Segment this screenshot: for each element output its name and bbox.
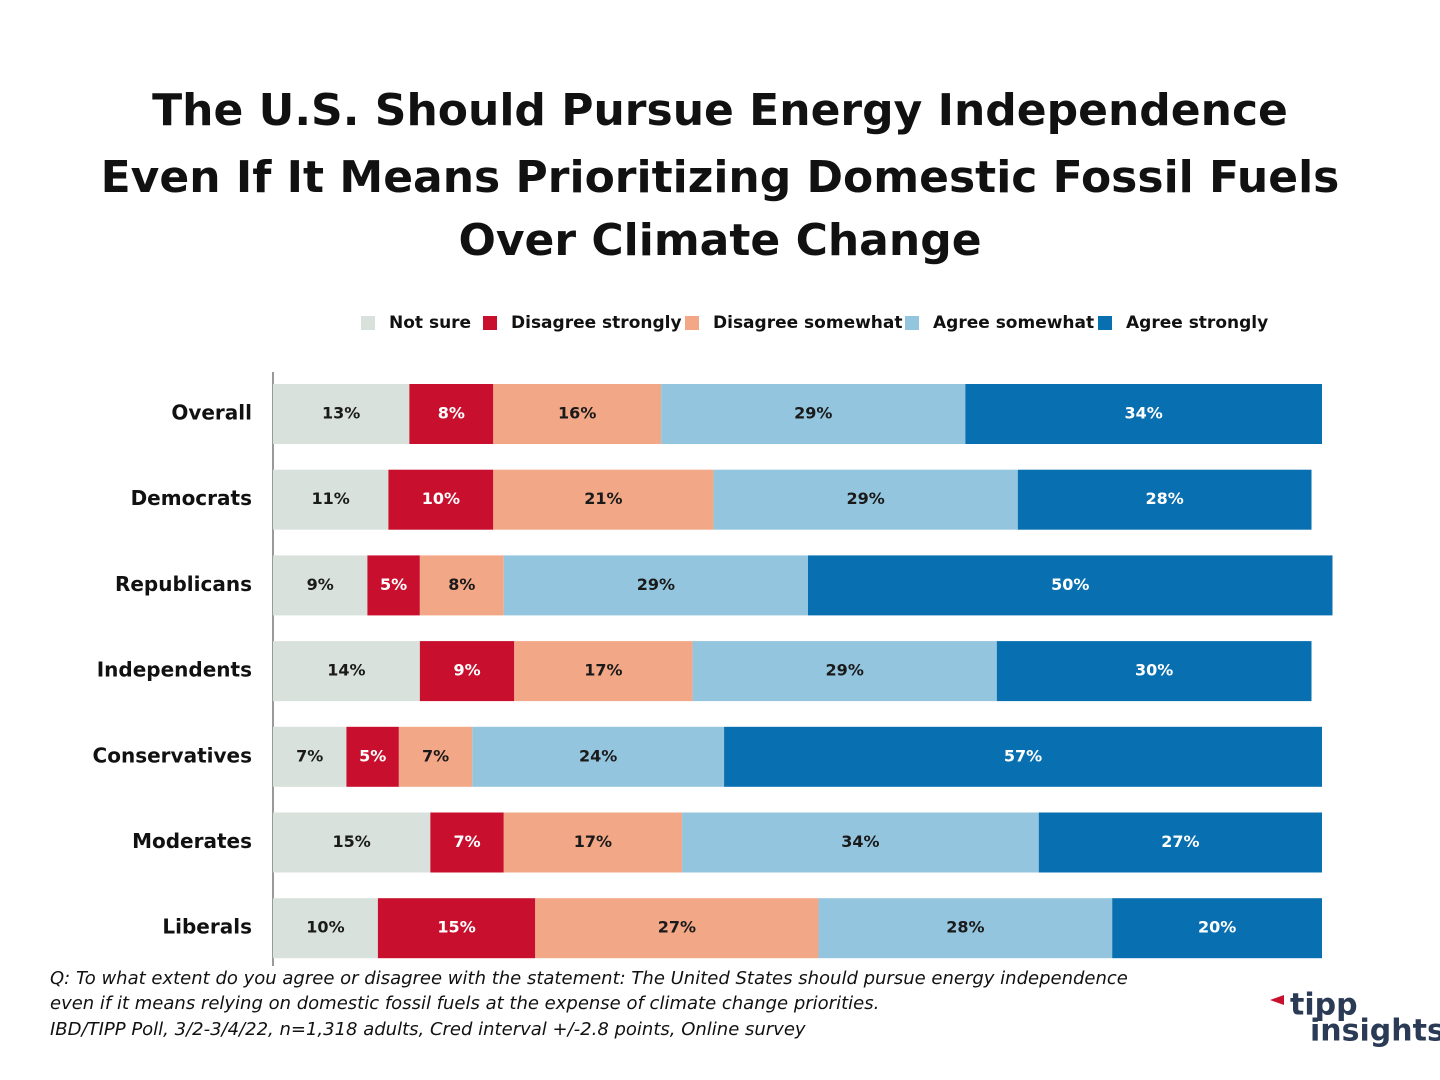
data-label: 17% [584, 661, 622, 680]
bar-segment [273, 726, 347, 787]
data-label: 13% [322, 404, 360, 423]
bar-segment [398, 726, 473, 787]
data-label: 15% [333, 832, 371, 851]
footnote: even if it means relying on domestic fos… [50, 993, 879, 1014]
data-label: 20% [1198, 918, 1236, 937]
y-tick-label: Republicans [115, 572, 252, 596]
y-tick-label: Overall [171, 401, 252, 425]
data-label: 5% [359, 746, 386, 765]
data-label: 28% [1146, 489, 1184, 508]
data-label: 29% [847, 489, 885, 508]
bar-segment [409, 384, 494, 444]
bar-segment [419, 555, 504, 616]
chart-title: Over Climate Change [458, 215, 981, 266]
legend-swatch [483, 316, 497, 330]
footnote: IBD/TIPP Poll, 3/2-3/4/22, n=1,318 adult… [50, 1019, 806, 1040]
footnote: Q: To what extent do you agree or disagr… [50, 968, 1128, 989]
data-label: 29% [637, 575, 675, 594]
data-label: 14% [327, 661, 365, 680]
data-label: 57% [1004, 746, 1042, 765]
data-label: 27% [1161, 832, 1199, 851]
logo: tipp insights [1270, 988, 1440, 1049]
data-label: 50% [1051, 575, 1089, 594]
data-label: 30% [1135, 661, 1173, 680]
data-label: 28% [946, 918, 984, 937]
data-label: 7% [422, 746, 449, 765]
bar-segment [367, 555, 420, 616]
data-label: 16% [558, 404, 596, 423]
data-label: 9% [453, 661, 480, 680]
legend-swatch [905, 316, 919, 330]
bar-segment [503, 812, 683, 873]
data-label: 24% [579, 746, 617, 765]
bar-segment [430, 812, 504, 873]
bar-segment [1017, 469, 1312, 530]
bar-segment [514, 641, 693, 702]
bar-segment [996, 641, 1312, 702]
logo-icon [1270, 995, 1284, 1005]
bar-segment [493, 384, 662, 444]
legend-swatch [361, 316, 375, 330]
data-label: 7% [296, 746, 323, 765]
bar-segment [818, 898, 1113, 959]
data-label: 27% [658, 918, 696, 937]
legend-label: Agree strongly [1126, 313, 1268, 333]
bar-segment [419, 641, 515, 702]
legend-label: Disagree strongly [511, 313, 682, 333]
data-label: 8% [448, 575, 475, 594]
bar-segment [493, 469, 714, 530]
bar-segment [661, 384, 966, 444]
data-label: 10% [306, 918, 344, 937]
bar-segment [273, 812, 431, 873]
data-label: 8% [438, 404, 465, 423]
bar-segment [377, 898, 536, 959]
data-label: 9% [307, 575, 334, 594]
bar-segment [273, 898, 378, 959]
logo-text: insights [1310, 1014, 1440, 1049]
y-tick-label: Moderates [132, 829, 252, 853]
bar-segment [346, 726, 399, 787]
legend-label: Agree somewhat [933, 313, 1094, 333]
legend-label: Disagree somewhat [713, 313, 903, 333]
bar-segment [273, 641, 420, 702]
data-label: 15% [437, 918, 475, 937]
bar-segment [273, 555, 368, 616]
chart-title: Even If It Means Prioritizing Domestic F… [101, 152, 1340, 203]
bar-segment [1038, 812, 1322, 873]
bar-segment [965, 384, 1322, 444]
y-tick-label: Independents [97, 658, 252, 682]
chart-title: The U.S. Should Pursue Energy Independen… [152, 85, 1288, 136]
bar-segment [273, 469, 389, 530]
data-label: 29% [826, 661, 864, 680]
data-label: 29% [794, 404, 832, 423]
bar-segment [472, 726, 725, 787]
bar-segment [535, 898, 819, 959]
bar-segment [724, 726, 1322, 787]
data-label: 21% [584, 489, 622, 508]
bar-segment [388, 469, 494, 530]
legend-label: Not sure [389, 313, 471, 333]
data-label: 17% [574, 832, 612, 851]
bar-segment [273, 384, 410, 444]
legend-swatch [685, 316, 699, 330]
bar-segment [692, 641, 997, 702]
logo-text: tipp [1290, 988, 1358, 1023]
bar-segment [503, 555, 808, 616]
data-label: 11% [312, 489, 350, 508]
legend-swatch [1098, 316, 1112, 330]
y-tick-label: Democrats [131, 486, 252, 510]
data-label: 10% [422, 489, 460, 508]
data-label: 7% [453, 832, 480, 851]
bar-segment [1112, 898, 1322, 959]
data-label: 34% [841, 832, 879, 851]
data-label: 5% [380, 575, 407, 594]
data-label: 34% [1125, 404, 1163, 423]
bar-segment [682, 812, 1039, 873]
bar-segment [713, 469, 1018, 530]
y-tick-label: Liberals [162, 915, 252, 939]
y-tick-label: Conservatives [93, 743, 252, 767]
bar-segment [807, 555, 1333, 616]
